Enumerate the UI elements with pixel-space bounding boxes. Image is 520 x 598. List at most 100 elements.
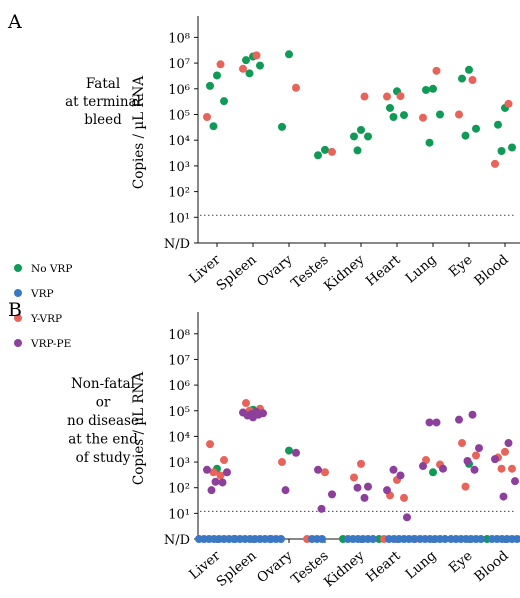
data-point-y-vrp xyxy=(206,440,214,449)
data-point-y-vrp xyxy=(360,92,369,101)
data-point-vrp-pe xyxy=(439,464,447,473)
data-point-vrp-pe xyxy=(432,418,441,427)
data-point-no-vrp xyxy=(285,50,293,59)
data-point-no-vrp xyxy=(353,146,362,155)
data-point-no-vrp xyxy=(508,143,516,152)
data-point-vrp-pe xyxy=(468,410,477,419)
y-tick-label: N/D xyxy=(164,533,190,548)
data-point-y-vrp xyxy=(504,99,513,108)
data-point-no-vrp xyxy=(458,74,466,83)
data-point-y-vrp xyxy=(472,451,480,460)
data-point-vrp-pe xyxy=(389,465,398,474)
data-point-y-vrp xyxy=(203,112,211,121)
data-point-y-vrp xyxy=(432,66,441,75)
data-point-y-vrp xyxy=(278,458,286,467)
side-label-line: Fatal xyxy=(86,76,120,92)
data-point-vrp-pe xyxy=(475,444,483,453)
data-point-vrp-pe xyxy=(223,468,231,477)
data-point-vrp-pe xyxy=(425,418,434,427)
legend-marker-vrp-pe xyxy=(14,339,22,347)
data-point-vrp-pe xyxy=(328,490,336,499)
data-point-no-vrp xyxy=(436,110,444,119)
legend-entry-y-vrp: Y-VRP xyxy=(30,313,62,325)
data-point-vrp xyxy=(410,535,418,543)
data-point-vrp-pe xyxy=(455,415,463,424)
x-tick-label-ovary: Ovary xyxy=(254,252,296,291)
legend-entry-no-vrp: No VRP xyxy=(31,263,72,275)
legend-marker-no-vrp xyxy=(14,264,22,272)
data-point-no-vrp xyxy=(389,112,398,121)
data-point-vrp-pe xyxy=(463,456,472,465)
data-point-vrp xyxy=(477,535,485,543)
side-label-line: at terminal xyxy=(65,94,141,110)
data-point-vrp-pe xyxy=(211,477,220,486)
data-point-vrp-pe xyxy=(317,504,326,513)
data-point-vrp-pe xyxy=(396,471,405,480)
data-point-no-vrp xyxy=(472,124,480,133)
data-point-vrp-pe xyxy=(249,413,257,422)
data-point-no-vrp xyxy=(357,125,365,134)
data-point-y-vrp xyxy=(242,399,250,408)
data-point-no-vrp xyxy=(256,61,264,70)
data-point-vrp-pe xyxy=(203,465,211,474)
y-tick-label: 10⁶ xyxy=(168,83,190,98)
data-point-vrp xyxy=(441,535,449,543)
data-point-no-vrp xyxy=(461,131,470,140)
x-tick-label-heart: Heart xyxy=(363,547,404,585)
y-tick-label: 10⁸ xyxy=(168,328,190,343)
data-point-y-vrp xyxy=(357,459,365,468)
y-tick-label: 10³ xyxy=(168,160,190,175)
y-tick-label: 10⁵ xyxy=(168,109,190,124)
data-point-no-vrp xyxy=(497,146,506,155)
data-point-no-vrp xyxy=(494,120,502,129)
data-point-y-vrp xyxy=(216,60,225,69)
x-tick-label-lung: Lung xyxy=(402,252,439,287)
data-point-vrp-pe xyxy=(504,439,513,448)
data-point-vrp-pe xyxy=(353,483,362,492)
data-point-no-vrp xyxy=(422,85,430,94)
y-tick-label: 10¹ xyxy=(168,507,190,522)
y-axis-label: Copies / µL RNA xyxy=(131,76,147,189)
panel-letter: B xyxy=(8,299,22,321)
side-label-line: bleed xyxy=(84,112,122,128)
data-point-no-vrp xyxy=(386,103,394,112)
data-point-y-vrp xyxy=(455,110,463,119)
data-point-no-vrp xyxy=(425,138,434,147)
data-point-y-vrp xyxy=(321,468,329,477)
data-point-no-vrp xyxy=(213,71,221,80)
y-tick-label: 10⁷ xyxy=(168,57,190,72)
data-point-y-vrp xyxy=(239,64,247,73)
legend-marker-y-vrp xyxy=(14,314,22,322)
x-tick-label-heart: Heart xyxy=(363,251,404,289)
legend-entry-vrp-pe: VRP-PE xyxy=(30,338,71,350)
y-tick-label: 10¹ xyxy=(168,211,190,226)
data-point-y-vrp xyxy=(468,75,477,84)
x-tick-label-kidney: Kidney xyxy=(321,548,368,591)
data-point-y-vrp xyxy=(400,493,408,502)
side-label-line: Non-fatal xyxy=(71,376,135,392)
y-tick-label: N/D xyxy=(164,237,190,252)
data-point-vrp-pe xyxy=(403,513,411,522)
panel-letter: A xyxy=(7,11,22,33)
data-point-no-vrp xyxy=(220,97,228,106)
y-tick-label: 10⁶ xyxy=(168,379,190,394)
data-point-y-vrp xyxy=(292,83,300,92)
x-tick-label-spleen: Spleen xyxy=(213,548,259,591)
data-point-y-vrp xyxy=(491,159,499,168)
data-point-vrp-pe xyxy=(511,477,519,486)
x-tick-label-kidney: Kidney xyxy=(321,252,368,295)
data-point-no-vrp xyxy=(429,468,437,477)
data-point-no-vrp xyxy=(245,69,254,78)
data-point-y-vrp xyxy=(396,92,405,101)
x-tick-label-blood: Blood xyxy=(471,548,512,586)
data-point-y-vrp xyxy=(501,447,509,456)
y-tick-label: 10² xyxy=(168,482,190,497)
y-tick-label: 10⁵ xyxy=(168,405,190,420)
data-point-no-vrp xyxy=(278,122,286,131)
data-point-no-vrp xyxy=(465,65,473,74)
side-label-line: no disease xyxy=(67,413,139,429)
data-point-no-vrp xyxy=(429,84,437,93)
data-point-vrp xyxy=(318,535,326,543)
y-tick-label: 10⁷ xyxy=(168,353,190,368)
